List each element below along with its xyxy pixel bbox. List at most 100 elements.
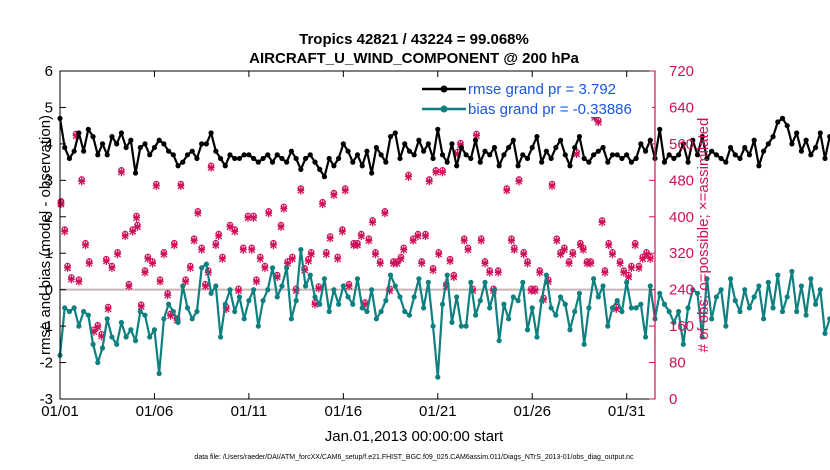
obs-count-point <box>121 230 129 240</box>
obs-assimilated-marker <box>510 245 518 254</box>
bias-point <box>199 265 205 271</box>
y2-tick-label: 640 <box>669 99 694 116</box>
obs-count-point <box>569 249 577 259</box>
obs-assimilated-marker <box>125 282 133 291</box>
x-tick-label: 01/01 <box>41 403 79 420</box>
obs-assimilated-marker <box>98 332 106 341</box>
obs-assimilated-marker <box>598 218 606 227</box>
obs-count-point <box>182 276 190 286</box>
rmse-point <box>576 134 583 140</box>
rmse-point <box>808 152 814 158</box>
rmse-point <box>666 152 672 158</box>
bias-point <box>581 341 587 347</box>
rmse-point <box>761 148 767 154</box>
bias-point <box>114 341 120 347</box>
rmse-point <box>354 152 361 158</box>
bias-point <box>680 341 686 347</box>
obs-assimilated-marker <box>239 245 247 254</box>
rmse-point <box>142 141 148 147</box>
obs-assimilated-marker <box>226 222 234 231</box>
rmse-point <box>539 159 545 165</box>
obs-count-point <box>280 203 288 213</box>
rmse-point <box>614 152 620 158</box>
y-tick-label: 0 <box>45 282 53 299</box>
rmse-point <box>468 155 474 162</box>
rmse-point <box>496 163 502 169</box>
bias-point <box>803 312 809 318</box>
obs-count-point <box>631 239 639 250</box>
legend-bias-marker <box>440 105 448 113</box>
obs-assimilated-marker <box>334 254 342 263</box>
obs-assimilated-marker <box>643 250 650 259</box>
obs-count-point <box>129 226 137 236</box>
bias-point <box>685 305 691 311</box>
obs-assimilated-marker <box>164 291 172 300</box>
rmse-point <box>449 141 455 147</box>
bias-point <box>510 294 516 300</box>
obs-count-point <box>598 217 606 227</box>
bias-point <box>586 305 592 311</box>
bias-point <box>359 305 365 311</box>
obs-assimilated-marker <box>170 241 178 250</box>
rmse-point <box>482 148 488 154</box>
bias-point <box>817 287 823 293</box>
rmse-point <box>255 159 261 165</box>
y2-tick-label: 400 <box>669 209 694 226</box>
obs-assimilated-marker <box>494 268 502 277</box>
obs-assimilated-marker <box>182 277 190 286</box>
obs-count-point <box>579 244 587 254</box>
rmse-point <box>312 159 318 165</box>
obs-assimilated-marker <box>609 250 616 259</box>
rmse-point <box>628 159 634 165</box>
rmse-point <box>392 130 398 136</box>
obs-count-point <box>536 267 544 277</box>
y-tick-label: 5 <box>45 99 53 116</box>
obs-assimilated-marker <box>594 118 602 127</box>
obs-count-point <box>429 264 437 275</box>
obs-assimilated-marker <box>297 186 305 195</box>
bias-point <box>345 294 351 300</box>
rmse-point <box>425 141 431 147</box>
obs-count-point <box>587 258 595 268</box>
obs-count-point <box>149 258 157 268</box>
obs-assimilated-marker <box>350 241 358 250</box>
rmse-point <box>166 148 172 154</box>
obs-assimilated-marker <box>156 277 164 286</box>
bias-point <box>553 312 559 318</box>
rmse-point <box>600 144 606 151</box>
obs-assimilated-marker <box>194 209 202 218</box>
rmse-point <box>444 159 450 165</box>
obs-assimilated-marker <box>248 245 256 254</box>
obs-count-point <box>265 208 273 218</box>
obs-assimilated-marker <box>605 241 613 250</box>
rmse-point <box>85 126 91 132</box>
rmse-point <box>373 144 379 151</box>
obs-count-point <box>510 244 518 254</box>
rmse-point <box>647 137 653 143</box>
obs-assimilated-marker <box>114 250 122 259</box>
obs-count-point <box>548 180 556 190</box>
obs-assimilated-marker <box>90 327 98 336</box>
bias-point <box>151 327 158 333</box>
bias-point <box>128 327 134 333</box>
rmse-point <box>713 152 719 158</box>
rmse-point <box>383 159 389 165</box>
obs-count-point <box>94 321 102 332</box>
obs-count-point <box>422 230 429 240</box>
bias-point <box>468 279 474 285</box>
rmse-point <box>430 155 436 162</box>
obs-count-point <box>85 258 93 268</box>
obs-assimilated-marker <box>450 273 458 281</box>
rmse-point <box>586 159 592 165</box>
rmse-point <box>336 155 342 162</box>
obs-assimilated-marker <box>389 259 397 268</box>
obs-assimilated-marker <box>330 191 338 199</box>
bias-point <box>132 338 139 344</box>
bias-point <box>600 283 606 289</box>
rmse-point <box>288 148 294 154</box>
obs-count-point <box>616 258 624 268</box>
obs-assimilated-marker <box>591 113 599 122</box>
obs-assimilated-marker <box>587 259 595 268</box>
plot-area <box>60 71 655 399</box>
obs-assimilated-marker <box>141 268 149 277</box>
